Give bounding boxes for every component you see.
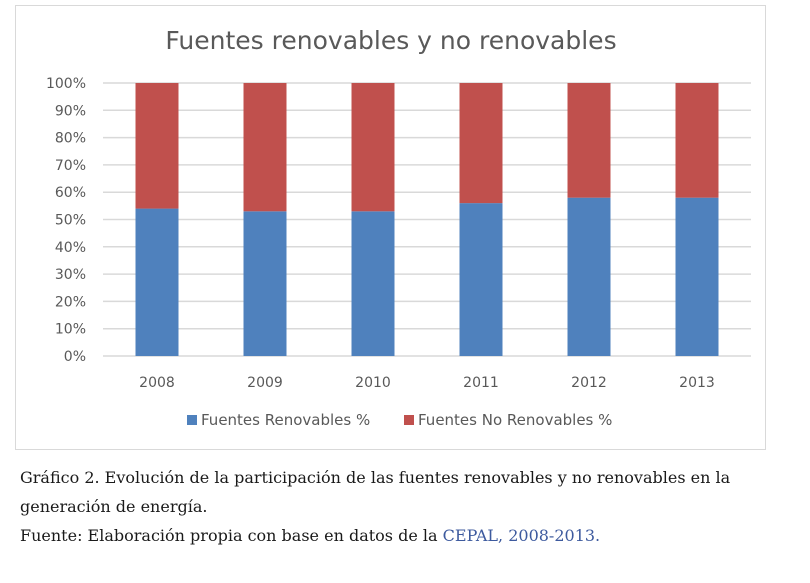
bar-segment-renovables-2012 [567,197,611,356]
y-tick-label: 50% [55,213,86,229]
caption-text: Gráfico 2. Evolución de la participación… [20,468,731,516]
stacked-bar-chart: Fuentes renovables y no renovables 0% 10%… [46,26,751,429]
y-tick-label: 40% [55,240,86,256]
source-prefix: Fuente: Elaboración propia con base en d… [20,526,443,545]
y-tick-label: 30% [55,267,86,283]
y-tick-label: 90% [55,103,86,119]
legend-label: Fuentes No Renovables % [418,411,612,429]
bar-segment-renovables-2011 [459,203,503,356]
legend: Fuentes Renovables % Fuentes No Renovable… [187,411,612,429]
x-tick-label: 2011 [463,375,499,391]
x-tick-label: 2010 [355,375,391,391]
bar-segment-no-renovables-2009 [243,83,287,212]
x-tick-label: 2012 [571,375,607,391]
y-tick-label: 20% [55,294,86,310]
legend-swatch [404,415,414,425]
y-tick-label: 0% [64,349,86,365]
x-tick-label: 2009 [247,375,283,391]
caption-source: Fuente: Elaboración propia con base en d… [20,521,780,550]
legend-label: Fuentes Renovables % [201,411,370,429]
y-tick-label: 100% [46,76,86,92]
bars [135,83,719,356]
x-tick-label: 2013 [679,375,715,391]
bar-segment-renovables-2010 [351,211,395,356]
y-axis-ticks: 0% 10% 20% 30% 40% 50% 60% 70% 80% 90% 100% [46,76,86,365]
y-tick-label: 60% [55,185,86,201]
gridlines [103,82,751,357]
y-tick-label: 70% [55,158,86,174]
bar-segment-no-renovables-2008 [135,83,179,209]
bar-segment-no-renovables-2013 [675,83,719,198]
x-axis-ticks: 2008 2009 2010 2011 2012 2013 [139,375,715,391]
bar-segment-renovables-2009 [243,211,287,356]
bar-segment-no-renovables-2011 [459,83,503,204]
x-tick-label: 2008 [139,375,175,391]
y-tick-label: 10% [55,322,86,338]
bar-segment-no-renovables-2010 [351,83,395,212]
source-link[interactable]: CEPAL, 2008-2013. [442,526,601,545]
legend-swatch [187,415,197,425]
y-tick-label: 80% [55,131,86,147]
bar-segment-renovables-2013 [675,197,719,356]
chart-container: Fuentes renovables y no renovables 0% 10%… [15,5,766,450]
bar-segment-renovables-2008 [135,208,179,356]
figure-caption: Gráfico 2. Evolución de la participación… [20,463,780,550]
bar-segment-no-renovables-2012 [567,83,611,198]
chart-title: Fuentes renovables y no renovables [165,26,616,55]
